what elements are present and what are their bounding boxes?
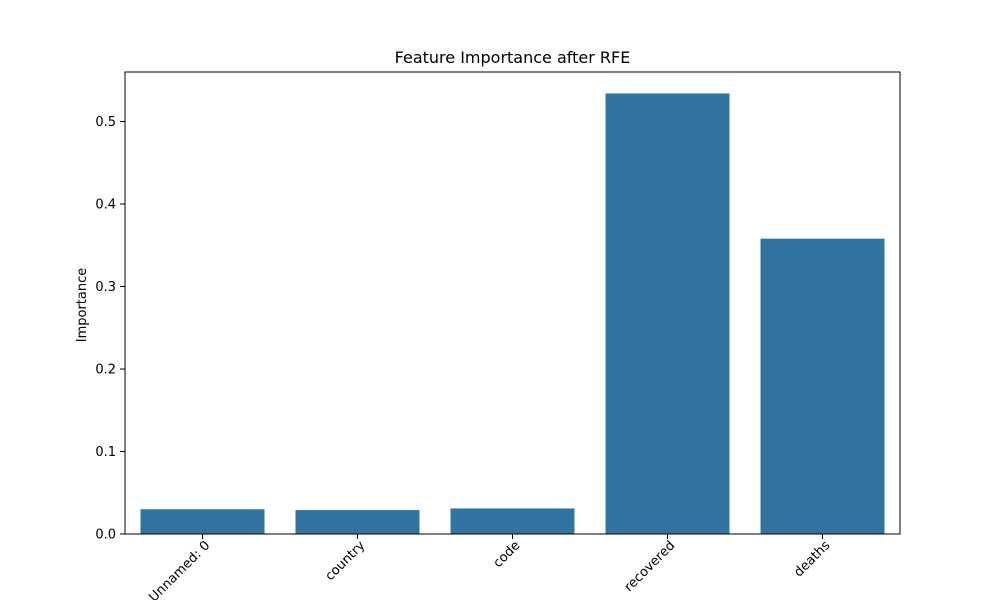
- y-axis-label: Importance: [75, 268, 90, 343]
- y-tick-label: 0.5: [95, 115, 116, 130]
- bar-country: [295, 510, 420, 534]
- bar-deaths: [760, 238, 885, 534]
- y-tick-label: 0.4: [95, 198, 116, 213]
- y-tick-label: 0.2: [95, 363, 116, 378]
- y-tick-label: 0.1: [95, 445, 116, 460]
- plot-frame: [124, 71, 901, 535]
- bars-group: [140, 93, 885, 534]
- x-tick-label: country: [323, 538, 369, 584]
- chart-title: Feature Importance after RFE: [395, 48, 631, 67]
- x-tick-label: deaths: [791, 538, 833, 580]
- x-tick-label: Unnamed: 0: [146, 538, 213, 600]
- bar-recovered: [605, 93, 730, 534]
- bar-unnamed-0: [140, 509, 265, 534]
- bar-code: [450, 508, 575, 534]
- y-tick-label: 0.3: [95, 280, 116, 295]
- y-axis: 0.0 0.1 0.2 0.3 0.4 0.5: [95, 115, 125, 543]
- x-tick-label: code: [491, 538, 524, 571]
- y-tick-label: 0.0: [95, 528, 116, 543]
- x-axis: Unnamed: 0 country code recovered deaths: [146, 534, 833, 600]
- x-tick-label: recovered: [622, 538, 679, 595]
